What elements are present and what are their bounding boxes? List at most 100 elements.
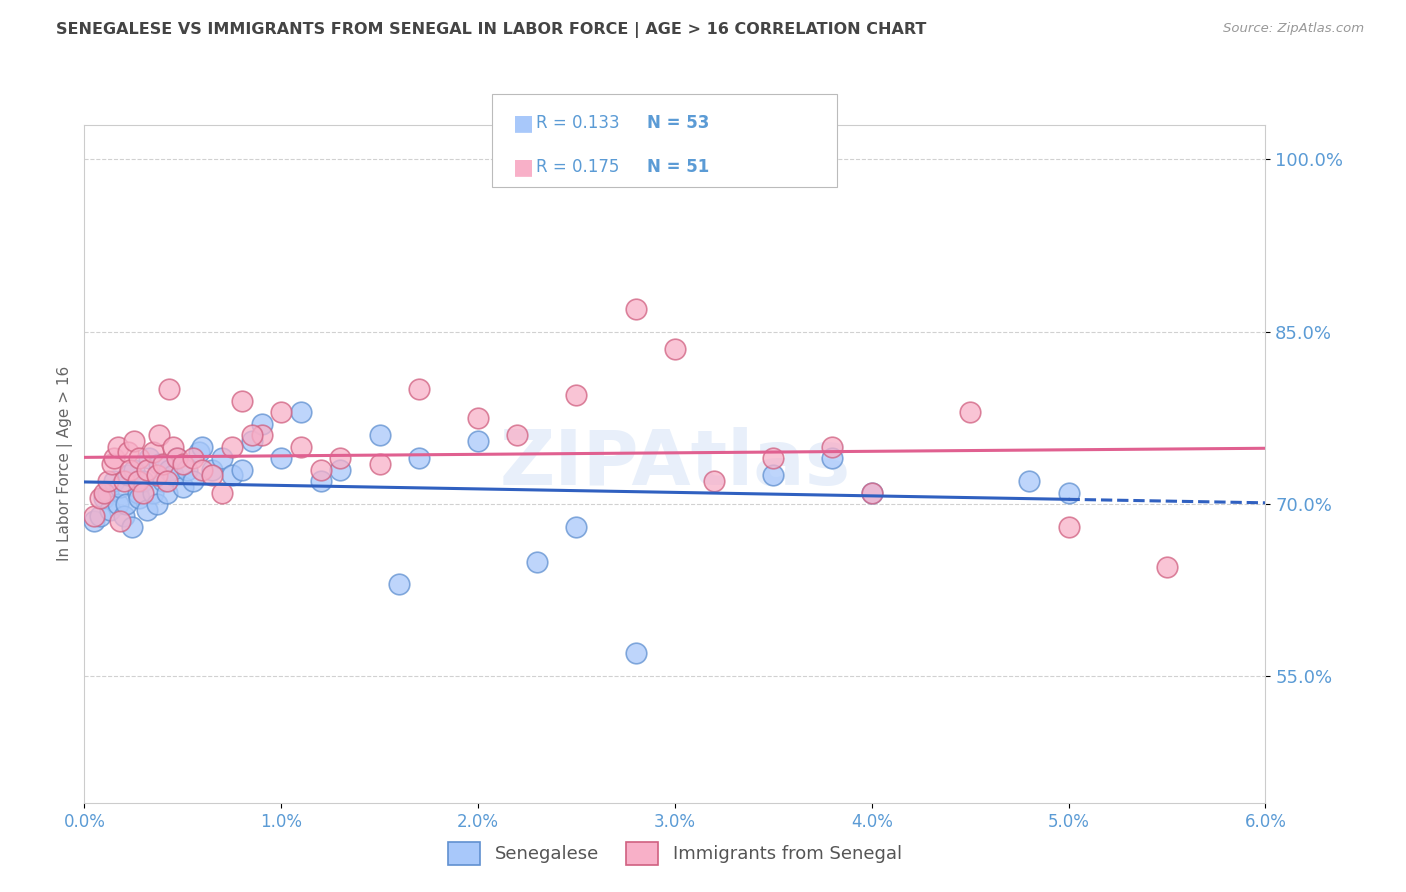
Point [117,445,139,459]
Point [181,474,204,488]
Point [250,428,273,442]
Point [506,428,529,442]
Point [118,462,141,476]
Point [703,474,725,488]
Point [172,480,194,494]
Point [565,388,588,402]
Point [231,462,253,476]
Point [290,440,312,454]
Point [191,462,214,476]
Point [211,451,233,466]
Point [240,434,263,448]
Point [128,451,150,466]
Point [127,485,149,500]
Point [408,382,430,396]
Point [211,485,233,500]
Point [146,497,169,511]
Text: R = 0.175: R = 0.175 [536,158,619,176]
Text: Source: ZipAtlas.com: Source: ZipAtlas.com [1223,22,1364,36]
Text: N = 53: N = 53 [647,114,709,132]
Point [1057,520,1080,534]
Point [959,405,981,419]
Point [152,474,174,488]
Point [136,462,159,476]
Point [624,647,647,661]
Point [664,342,686,356]
Point [162,468,184,483]
Point [221,440,243,454]
Point [97,485,120,500]
Point [1057,485,1080,500]
Point [201,462,224,476]
Y-axis label: In Labor Force | Age > 16: In Labor Force | Age > 16 [58,367,73,561]
Point [132,485,155,500]
Point [97,474,120,488]
Point [329,451,352,466]
Point [181,451,204,466]
Point [240,428,263,442]
Point [98,503,121,517]
Point [93,491,115,506]
Point [270,405,292,419]
Point [89,491,111,506]
Point [101,457,124,471]
Point [122,434,145,448]
Point [191,440,214,454]
Point [290,405,312,419]
Point [172,457,194,471]
Point [821,451,844,466]
Point [152,457,174,471]
Point [156,485,179,500]
Point [83,514,105,528]
Point [108,514,131,528]
Point [146,468,169,483]
Point [128,491,150,506]
Legend: Senegalese, Immigrants from Senegal: Senegalese, Immigrants from Senegal [440,835,910,871]
Point [309,474,332,488]
Text: SENEGALESE VS IMMIGRANTS FROM SENEGAL IN LABOR FORCE | AGE > 16 CORRELATION CHAR: SENEGALESE VS IMMIGRANTS FROM SENEGAL IN… [56,22,927,38]
Point [112,474,135,488]
Point [408,451,430,466]
Point [148,428,170,442]
Point [83,508,105,523]
Point [467,434,489,448]
Point [89,508,111,523]
Point [148,457,170,471]
Point [108,480,131,494]
Point [250,417,273,431]
Point [136,503,159,517]
Point [329,462,352,476]
Text: R = 0.133: R = 0.133 [536,114,619,132]
Point [157,382,180,396]
Point [107,497,129,511]
Point [467,410,489,425]
Point [762,451,785,466]
Point [860,485,883,500]
Point [157,462,180,476]
Point [103,474,125,488]
Text: N = 51: N = 51 [647,158,709,176]
Point [270,451,292,466]
Point [117,468,139,483]
Point [221,468,243,483]
Point [565,520,588,534]
Point [121,520,143,534]
Point [388,577,411,591]
Point [821,440,844,454]
Point [138,451,160,466]
Point [162,440,184,454]
Point [176,462,198,476]
Point [156,474,179,488]
Point [166,451,188,466]
Point [624,301,647,316]
Point [166,451,188,466]
Point [187,445,209,459]
Point [107,440,129,454]
Point [114,497,136,511]
Point [142,445,165,459]
Text: ■: ■ [513,113,534,133]
Point [103,451,125,466]
Point [526,554,548,568]
Point [112,508,135,523]
Text: ZIPAtlas: ZIPAtlas [499,427,851,500]
